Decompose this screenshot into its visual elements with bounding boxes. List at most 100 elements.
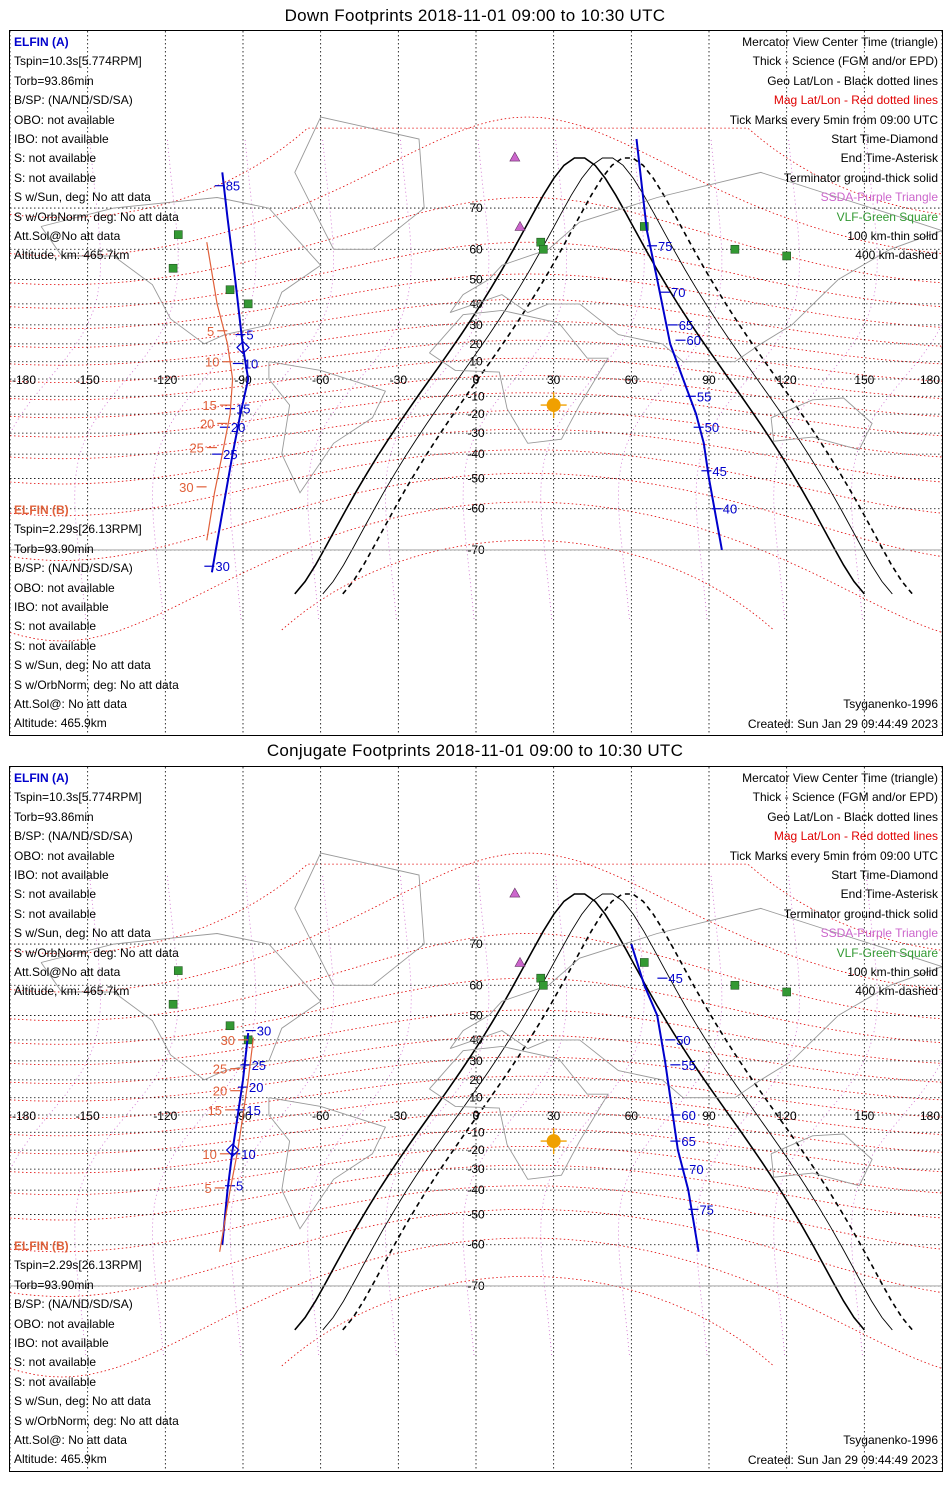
created-label: Created: Sun Jan 29 09:44:49 2023 [747, 717, 938, 731]
coastline [268, 1097, 387, 1230]
tick-label: 55 [697, 389, 711, 404]
vlf-square-marker [173, 966, 183, 975]
down-footprints-map: -180 -150 -120 -90 -60 -30 0 30 60 90 120 150 180-70… [10, 31, 942, 735]
latitude-tick-label: 60 [469, 242, 483, 256]
coastline [770, 1133, 873, 1187]
sun-rays [540, 1128, 567, 1155]
vlf-square-marker [168, 263, 178, 273]
tick-label: 40 [723, 502, 737, 517]
latitude-tick-label: 0 [473, 1108, 480, 1122]
probe-b-line: S w/OrbNorm, deg: No att data [14, 1413, 179, 1428]
coastline [294, 116, 425, 250]
probe-a-line: S w/OrbNorm, deg: No att data [14, 945, 179, 960]
tick-label: 25 [189, 441, 203, 456]
probe-b-line: B/SP: (NA/ND/SD/SA) [14, 1297, 133, 1312]
probe-b-line: IBO: not available [14, 599, 109, 614]
vlf-square-marker [539, 980, 548, 990]
legend-item: End Time-Asterisk [840, 151, 938, 166]
tick-label: 25 [252, 1058, 266, 1073]
start-diamond-marker [225, 1143, 240, 1157]
legend-item: Geo Lat/Lon - Black dotted lines [767, 809, 938, 824]
longitude-tick-label: -90 [234, 373, 252, 387]
legend-item: Tick Marks every 5min from 09:00 UTC [729, 848, 938, 863]
tick-label: 15 [246, 1103, 260, 1118]
latitude-tick-label: -30 [467, 426, 485, 440]
latitude-tick-label: -20 [467, 1143, 485, 1157]
probe-a-line: S w/Sun, deg: No att data [14, 190, 151, 205]
latitude-tick-label: -40 [467, 447, 485, 461]
conjugate-footprints-title: Conjugate Footprints 2018-11-01 09:00 to… [266, 741, 684, 760]
longitude-tick-label: 180 [920, 373, 940, 387]
longitude-tick-label: 60 [625, 373, 639, 387]
probe-b-line: S: not available [14, 638, 97, 653]
terminator-line [294, 157, 865, 595]
probe-a-info: ELFIN (A) Tspin=10.3s[5.774RPM] Torb=93.… [14, 769, 179, 1002]
tick-label: 5 [246, 328, 253, 343]
probe-b-line: S: not available [14, 1355, 97, 1370]
coastline [429, 309, 609, 444]
probe-a-line: S: not available [14, 906, 97, 921]
legend-item: Mag Lat/Lon - Red dotted lines [773, 93, 938, 108]
tick-label: 30 [221, 1033, 235, 1048]
latitude-tick-label: 50 [469, 272, 483, 286]
probe-b-line: Tspin=2.29s[26.13RPM] [14, 1258, 142, 1273]
tick-label: 65 [679, 318, 693, 333]
tick-label: 60 [687, 333, 701, 348]
probe-b-line: Torb=93.90min [14, 541, 94, 556]
legend-item: End Time-Asterisk [840, 887, 938, 902]
vlf-square-marker [225, 1021, 235, 1031]
tick-label: 30 [257, 1024, 271, 1039]
coastline [429, 1045, 609, 1180]
mag-latitude-line [10, 298, 942, 348]
start-diamond-marker [236, 340, 250, 355]
latitude-tick-label: -50 [467, 472, 485, 486]
probe-b-line: Att.Sol@: No att data [14, 696, 127, 711]
legend-item: Start Time-Diamond [831, 867, 938, 882]
vlf-square-marker [168, 999, 178, 1009]
longitude-tick-label: 30 [547, 1109, 561, 1123]
model-label: Tsyganenko-1996 [843, 1433, 938, 1447]
tick-label: 30 [179, 480, 193, 495]
longitude-tick-label: 180 [920, 1109, 940, 1123]
probe-a-line: IBO: not available [14, 131, 109, 146]
vlf-square-marker [782, 987, 791, 997]
terminator-line [322, 157, 893, 595]
legend-item: Start Time-Diamond [831, 131, 938, 146]
conjugate-footprints-panel: -180 -150 -120 -90 -60 -30 0 30 60 90 120 150 180 -70… [9, 766, 943, 1472]
probe-b-line: OBO: not available [14, 1316, 115, 1331]
legend-item: Thick - Science (FGM and/or EPD) [752, 790, 938, 805]
ssda-triangle-marker [509, 887, 521, 898]
track-line [630, 943, 700, 1252]
tick-label: 50 [705, 420, 719, 435]
tick-label: 60 [681, 1108, 695, 1123]
probe-a-line: B/SP: (NA/ND/SD/SA) [14, 93, 133, 108]
probe-a-label: ELFIN (A) [14, 35, 69, 49]
ssda-triangle-marker [509, 151, 521, 162]
legend-item: Mercator View Center Time (triangle) [742, 35, 938, 49]
vlf-square-marker [639, 958, 649, 967]
vlf-square-marker [539, 244, 548, 254]
vlf-square-marker [639, 222, 649, 231]
legend-item: VLF-Green Square [836, 209, 938, 224]
tick-label: 5 [207, 324, 214, 339]
mag-latitude-line [10, 1034, 942, 1084]
probe-a-line: S: not available [14, 170, 97, 185]
coastline [40, 933, 322, 1081]
probe-b-label: ELFIN (B) [14, 1239, 69, 1253]
ssda-triangle-marker [514, 220, 526, 231]
created-label: Created: Sun Jan 29 09:44:49 2023 [747, 1453, 938, 1467]
tick-label: 75 [699, 1202, 713, 1217]
probe-b-line: S: not available [14, 619, 97, 634]
legend-item: Thick - Science (FGM and/or EPD) [752, 54, 938, 69]
latitude-tick-label: -40 [467, 1183, 485, 1197]
probe-a-line: OBO: not available [14, 112, 115, 127]
probe-a-line: S: not available [14, 887, 97, 902]
probe-b-line: Torb=93.90min [14, 1277, 94, 1292]
probe-b-label: ELFIN (B) [14, 503, 69, 517]
probe-a-line: Altitude, km: 465.7km [14, 984, 130, 999]
down-footprints-title: Down Footprints 2018-11-01 09:00 to 10:3… [284, 6, 666, 25]
latitude-tick-label: -60 [467, 1238, 485, 1252]
legend-item: VLF-Green Square [836, 945, 938, 960]
longitude-tick-label: -60 [312, 373, 330, 387]
latitude-tick-label: 50 [469, 1008, 483, 1022]
